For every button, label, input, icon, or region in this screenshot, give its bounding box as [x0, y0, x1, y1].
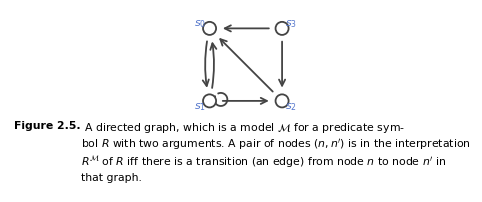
Text: $s_2$: $s_2$: [285, 102, 297, 113]
Text: $s_0$: $s_0$: [194, 18, 206, 30]
Circle shape: [276, 94, 289, 107]
FancyArrowPatch shape: [223, 98, 267, 104]
Circle shape: [203, 22, 216, 35]
FancyArrowPatch shape: [203, 41, 209, 86]
Text: $s_3$: $s_3$: [285, 18, 297, 30]
Text: A directed graph, which is a model $\mathcal{M}$ for a predicate sym-
bol $R$ wi: A directed graph, which is a model $\mat…: [81, 121, 471, 183]
Text: $s_1$: $s_1$: [194, 102, 206, 113]
Text: Figure 2.5.: Figure 2.5.: [14, 121, 81, 130]
Circle shape: [203, 94, 216, 107]
Circle shape: [276, 22, 289, 35]
FancyArrowPatch shape: [279, 42, 285, 86]
FancyArrowPatch shape: [225, 25, 269, 32]
FancyArrowPatch shape: [220, 39, 273, 92]
FancyArrowPatch shape: [210, 43, 216, 88]
